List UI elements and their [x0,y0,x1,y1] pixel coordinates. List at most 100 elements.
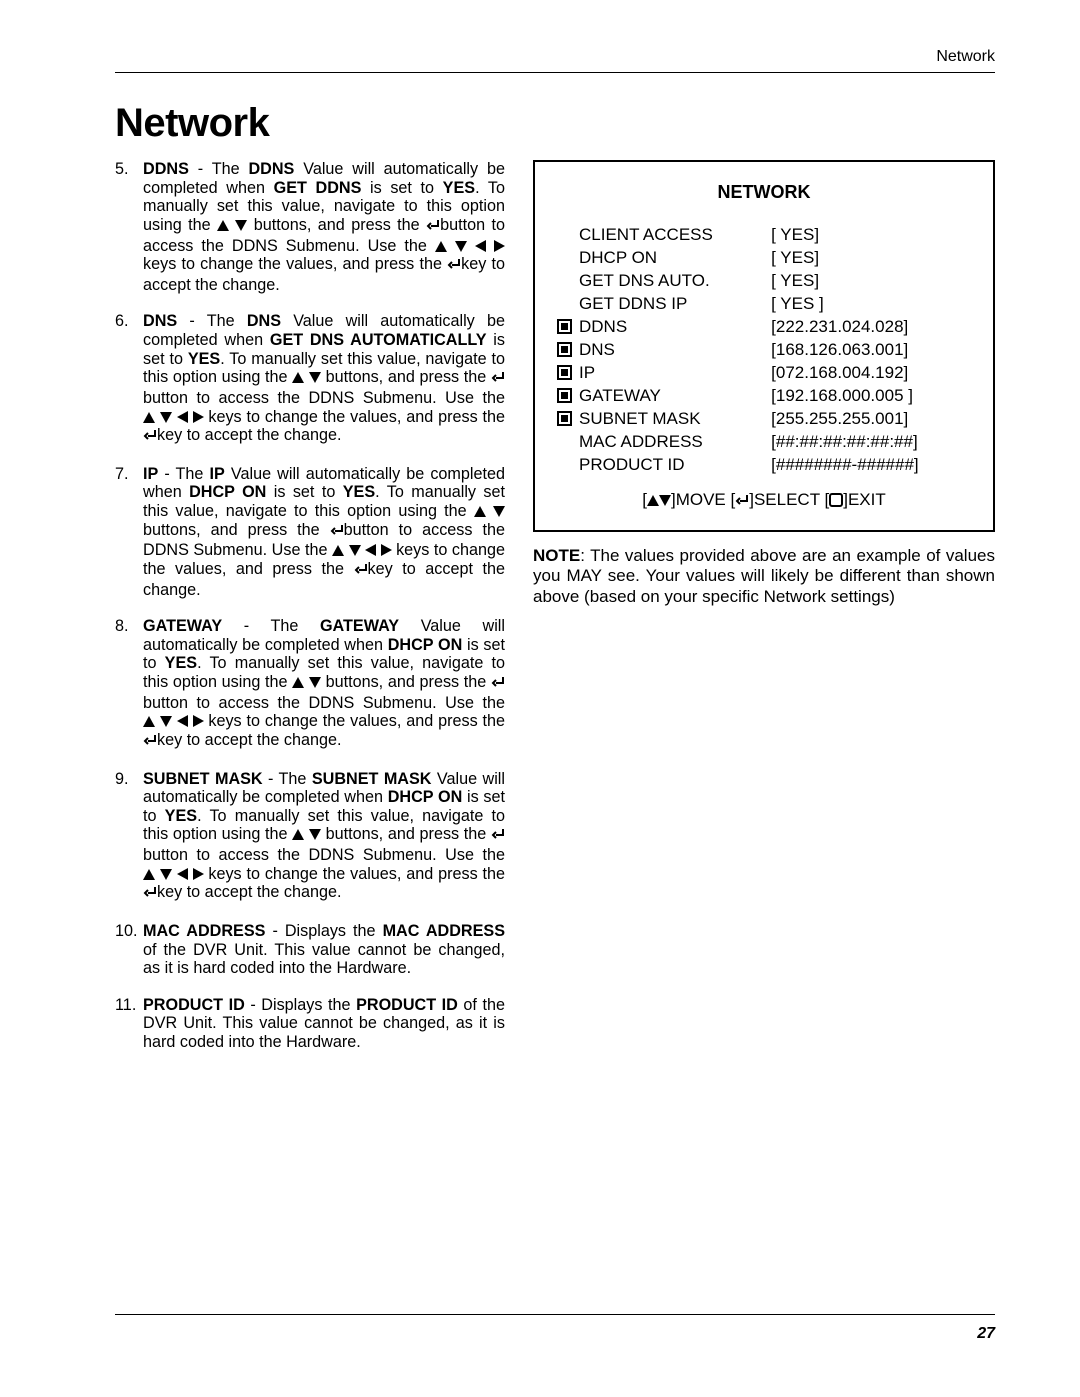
menu-row-value: [##:##:##:##:##:##] [771,430,971,453]
down-icon [309,677,321,688]
up-icon [217,220,229,231]
up-icon [292,677,304,688]
menu-row-icon-cell [557,269,579,292]
menu-row-label: SUBNET MASK [579,407,771,430]
menu-row-icon-cell [557,384,579,407]
menu-row: DNS[168.126.063.001] [557,338,971,361]
menu-row: GET DNS AUTO.[ YES] [557,269,971,292]
enter-icon [447,257,461,276]
menu-row: CLIENT ACCESS[ YES] [557,223,971,246]
stop-icon [829,492,843,512]
menu-title: NETWORK [557,182,971,203]
up-icon [143,869,155,880]
menu-row-label: IP [579,361,771,384]
right-icon [193,715,204,727]
up-icon [143,716,155,727]
menu-row-value: [ YES] [771,246,971,269]
up-icon [474,506,486,517]
menu-row: MAC ADDRESS[##:##:##:##:##:##] [557,430,971,453]
menu-row-icon-cell [557,361,579,384]
steps-list: DDNS - The DDNS Value will automatically… [115,160,505,1052]
left-icon [177,411,188,423]
enter-icon [143,733,157,752]
rule-bottom [115,1314,995,1315]
menu-row-label: GATEWAY [579,384,771,407]
step-item: GATEWAY - The GATEWAY Value will automat… [115,617,505,751]
enter-icon [354,562,368,581]
note-body: : The values provided above are an examp… [533,546,995,606]
enter-icon [491,675,505,694]
down-icon [349,545,361,556]
page-title: Network [115,101,995,146]
rule-top [115,72,995,73]
enter-icon [330,523,344,542]
step-item: SUBNET MASK - The SUBNET MASK Value will… [115,770,505,904]
menu-row-icon-cell [557,453,579,476]
menu-footer-exit: ]EXIT [843,490,886,509]
menu-row-value: [########-######] [771,453,971,476]
submenu-icon [557,388,572,403]
enter-icon [426,218,440,237]
down-icon [455,241,467,252]
menu-row-icon-cell [557,430,579,453]
left-icon [475,240,486,252]
menu-row: GATEWAY[192.168.000.005 ] [557,384,971,407]
left-icon [177,868,188,880]
down-icon [659,495,671,506]
menu-row: GET DDNS IP[ YES ] [557,292,971,315]
up-icon [332,545,344,556]
menu-row-icon-cell [557,407,579,430]
menu-row-value: [255.255.255.001] [771,407,971,430]
page-number: 27 [977,1325,995,1343]
menu-row-value: [072.168.004.192] [771,361,971,384]
submenu-icon [557,342,572,357]
menu-row-label: DHCP ON [579,246,771,269]
enter-icon [491,827,505,846]
right-icon [193,868,204,880]
step-item: PRODUCT ID - Displays the PRODUCT ID of … [115,996,505,1052]
menu-row: IP[072.168.004.192] [557,361,971,384]
down-icon [160,716,172,727]
header-label: Network [115,48,995,66]
step-item: DNS - The DNS Value will automatically b… [115,312,505,446]
up-icon [435,241,447,252]
note-prefix: NOTE [533,546,580,565]
submenu-icon [557,365,572,380]
menu-row: DHCP ON[ YES] [557,246,971,269]
menu-row-label: GET DNS AUTO. [579,269,771,292]
menu-row-label: DNS [579,338,771,361]
menu-row-value: [ YES] [771,223,971,246]
menu-row-value: [ YES ] [771,292,971,315]
menu-row: SUBNET MASK[255.255.255.001] [557,407,971,430]
columns: DDNS - The DDNS Value will automatically… [115,160,995,1070]
down-icon [493,506,505,517]
note-text: NOTE: The values provided above are an e… [533,546,995,607]
menu-row-label: CLIENT ACCESS [579,223,771,246]
up-icon [647,495,659,506]
enter-icon [491,370,505,389]
right-icon [494,240,505,252]
menu-row-icon-cell [557,315,579,338]
menu-row-label: DDNS [579,315,771,338]
down-icon [160,412,172,423]
step-item: DDNS - The DDNS Value will automatically… [115,160,505,294]
down-icon [160,869,172,880]
step-item: MAC ADDRESS - Displays the MAC ADDRESS o… [115,922,505,978]
menu-row-icon-cell [557,338,579,361]
menu-row-label: GET DDNS IP [579,292,771,315]
down-icon [309,829,321,840]
left-icon [365,544,376,556]
up-icon [292,829,304,840]
menu-row-label: PRODUCT ID [579,453,771,476]
up-icon [292,372,304,383]
submenu-icon [557,319,572,334]
down-icon [309,372,321,383]
menu-row-icon-cell [557,223,579,246]
menu-row-icon-cell [557,246,579,269]
menu-row: DDNS[222.231.024.028] [557,315,971,338]
menu-footer-move: ]MOVE [ [671,490,735,509]
down-icon [235,220,247,231]
right-icon [193,411,204,423]
column-right: NETWORK CLIENT ACCESS[ YES]DHCP ON[ YES]… [533,160,995,607]
menu-row-value: [ YES] [771,269,971,292]
